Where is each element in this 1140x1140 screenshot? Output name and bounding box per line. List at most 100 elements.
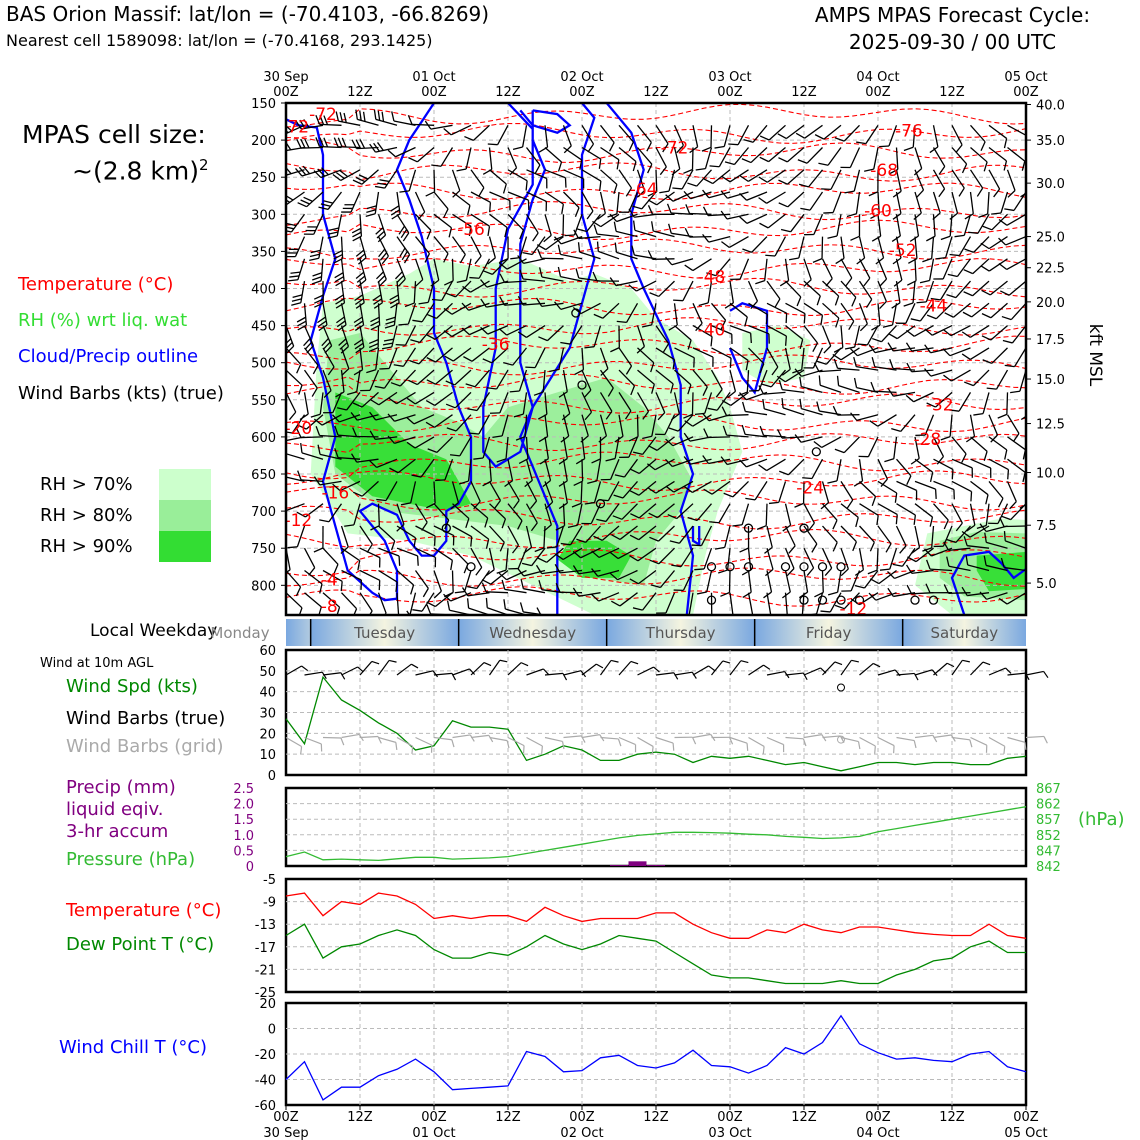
barb-staff — [673, 303, 678, 326]
barb-staff — [321, 414, 342, 426]
barb-staff — [359, 347, 364, 370]
wind-barb — [327, 214, 343, 239]
wind-barb — [823, 191, 842, 214]
barb-staff — [668, 169, 676, 192]
barb-feather — [337, 137, 343, 148]
barb-staff — [339, 414, 361, 423]
barb-staff — [803, 258, 812, 280]
barb-staff — [414, 236, 430, 255]
barb-feather — [825, 278, 833, 287]
wind-barb — [983, 555, 1008, 572]
barb-staff — [985, 564, 1008, 572]
barb-staff — [657, 503, 675, 519]
barb-staff — [876, 548, 879, 571]
barb-feather — [564, 177, 567, 188]
barb-staff — [953, 302, 971, 318]
wind-barb — [696, 570, 713, 595]
barb-feather — [496, 569, 507, 574]
barb-feather — [629, 490, 640, 496]
barb-feather — [913, 514, 917, 525]
barb-feather — [340, 737, 345, 746]
wind-barb — [443, 124, 472, 136]
barb-feather — [313, 294, 324, 300]
barb-feather — [872, 337, 882, 343]
barb-feather — [628, 284, 637, 292]
wind-barb — [804, 214, 824, 236]
surface-barb-grid — [637, 736, 654, 755]
barb-feather — [370, 525, 380, 531]
barb-feather — [557, 266, 562, 277]
barb-staff — [378, 736, 396, 743]
barb-staff — [682, 280, 694, 301]
wind-barb — [286, 369, 303, 395]
barb-feather — [728, 143, 739, 146]
barb-feather — [574, 207, 580, 218]
barb-staff — [487, 325, 509, 335]
wind-barb — [332, 480, 361, 492]
wind-barb — [668, 414, 694, 432]
barb-staff — [786, 169, 805, 185]
barb-feather — [484, 517, 489, 528]
barb-staff — [562, 547, 583, 561]
wind-barb — [599, 347, 609, 376]
wind-barb — [1000, 557, 1026, 572]
barb-feather — [988, 522, 998, 525]
wind-barb — [794, 481, 805, 508]
wind-barb — [980, 236, 1008, 250]
barb-feather — [430, 279, 440, 287]
barb-staff — [704, 392, 713, 414]
barb-feather — [683, 413, 693, 419]
wind-barb — [895, 303, 916, 324]
wind-barb — [446, 280, 472, 298]
barb-feather — [557, 244, 562, 255]
barb-feather — [321, 338, 329, 347]
wind-barb — [764, 525, 773, 554]
barb-staff — [562, 369, 568, 392]
wind-barb — [581, 191, 594, 220]
wind-barb — [853, 459, 864, 487]
barb-feather — [619, 456, 629, 458]
barb-staff — [452, 547, 469, 565]
wind-barb — [891, 280, 901, 309]
dewpoint-panel-label: Dew Point T (°C) — [66, 934, 215, 955]
barb-staff — [729, 736, 748, 744]
barb-staff — [467, 459, 472, 482]
barb-feather — [887, 387, 894, 397]
barb-staff — [656, 191, 675, 206]
wind-barb — [924, 368, 953, 377]
wind-barb — [724, 281, 735, 309]
barb-feather — [1043, 736, 1048, 744]
wind-barb — [933, 458, 954, 480]
barb-staff — [470, 481, 481, 502]
cloud-outline — [519, 109, 572, 134]
barb-feather — [629, 555, 639, 562]
wind-barb — [659, 169, 676, 194]
wind-barb — [858, 303, 868, 332]
barb-staff — [523, 258, 546, 265]
barb-feather — [798, 183, 809, 188]
wind-barb — [683, 147, 694, 174]
barb-staff — [689, 436, 712, 442]
wind-barb — [515, 414, 528, 441]
barb-staff — [637, 147, 653, 165]
barb-feather — [840, 166, 851, 169]
pressure-tick-label: 250 — [251, 171, 276, 186]
surface-barb-grid — [600, 736, 622, 747]
wind-barb — [557, 266, 583, 282]
barb-feather — [315, 426, 321, 436]
barb-staff — [454, 369, 472, 386]
barb-staff — [491, 347, 509, 364]
barb-feather — [268, 298, 278, 305]
wind-barb — [433, 213, 453, 238]
barb-staff — [562, 125, 572, 147]
barb-feather — [317, 444, 321, 455]
wind-barb — [536, 236, 564, 251]
top-hour-label: 00Z — [421, 85, 447, 100]
pressure-tick-label: 800 — [251, 579, 276, 594]
wind-barb — [463, 347, 490, 362]
barb-staff — [578, 592, 601, 597]
wind-barb — [840, 280, 857, 307]
wind-barb — [451, 169, 461, 198]
wind-barb — [322, 569, 343, 592]
isotherm-label: -72 — [281, 118, 309, 138]
